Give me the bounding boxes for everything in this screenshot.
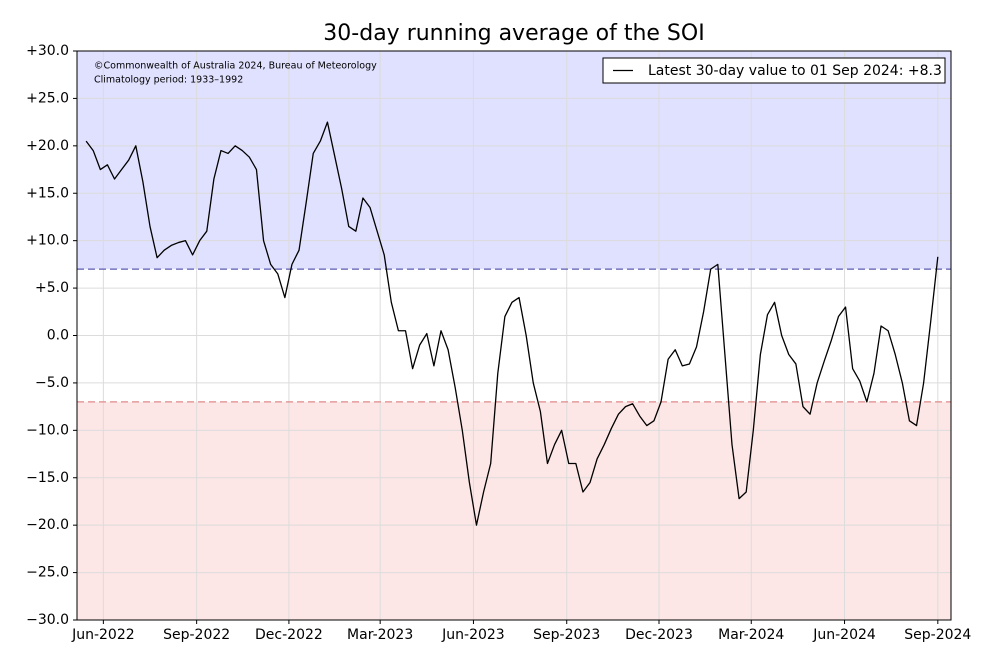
y-tick-label: −30.0 <box>26 612 69 628</box>
x-tick-label: Dec-2023 <box>625 627 693 643</box>
y-tick-label: −20.0 <box>26 517 69 533</box>
x-tick-label: Dec-2022 <box>255 627 323 643</box>
y-tick-label: +20.0 <box>26 138 69 154</box>
y-tick-label: −10.0 <box>26 422 69 438</box>
x-tick-label: Jun-2024 <box>812 627 876 643</box>
y-tick-label: −25.0 <box>26 565 69 581</box>
chart-title: 30-day running average of the SOI <box>323 21 704 46</box>
x-tick-label: Mar-2024 <box>718 627 784 643</box>
legend-box <box>602 57 946 84</box>
annotation: ©Commonwealth of Australia 2024, Bureau … <box>94 61 377 72</box>
y-tick-label: 0.0 <box>47 328 69 344</box>
y-tick-label: +15.0 <box>26 185 69 201</box>
y-tick-label: +30.0 <box>26 43 69 59</box>
x-tick-label: Mar-2023 <box>347 627 413 643</box>
y-tick-label: −15.0 <box>26 470 69 486</box>
x-tick-label: Sep-2022 <box>163 627 230 643</box>
y-tick-label: +5.0 <box>35 280 69 296</box>
legend-label: Latest 30-day value to 01 Sep 2024: +8.3 <box>648 63 942 79</box>
y-tick-label: +10.0 <box>26 233 69 249</box>
annotation: Climatology period: 1933–1992 <box>94 75 243 86</box>
x-tick-label: Jun-2022 <box>71 627 135 643</box>
series-line <box>85 121 939 526</box>
y-tick-label: −5.0 <box>35 375 69 391</box>
y-tick-label: +25.0 <box>26 90 69 106</box>
upper-region <box>77 51 951 270</box>
x-tick-label: Sep-2024 <box>904 627 971 643</box>
x-tick-label: Jun-2023 <box>441 627 505 643</box>
lower-region <box>77 401 951 620</box>
x-tick-label: Sep-2023 <box>533 627 600 643</box>
plot-frame <box>76 50 952 621</box>
